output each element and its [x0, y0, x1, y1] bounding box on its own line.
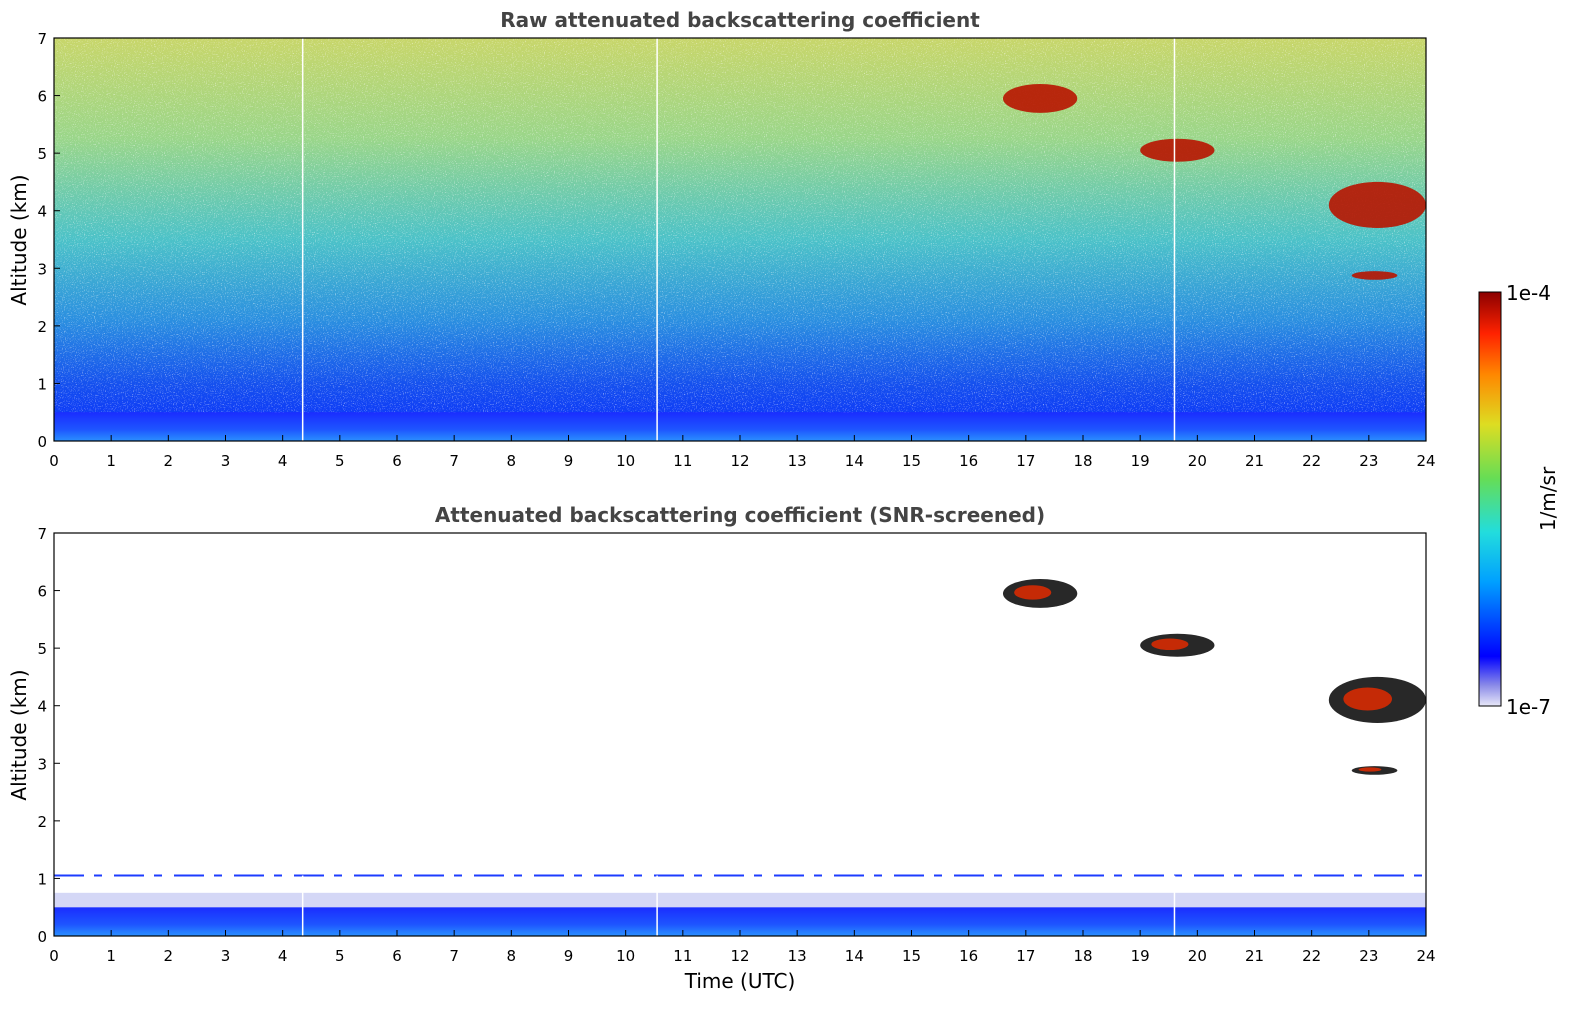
x-tick-label: 6	[392, 947, 402, 965]
x-tick-label: 3	[221, 452, 231, 470]
x-tick-label: 24	[1416, 947, 1435, 965]
cloud-mark	[1328, 181, 1426, 228]
cloud-core-mark	[1151, 638, 1189, 651]
y-tick-label: 3	[37, 755, 47, 773]
x-tick-label: 12	[730, 947, 749, 965]
x-tick-label: 23	[1359, 452, 1378, 470]
x-tick-label: 17	[1016, 452, 1035, 470]
colorbar-unit-label: 1/m/sr	[1536, 466, 1560, 531]
y-tick-label: 5	[37, 640, 47, 658]
cloud-mark	[1002, 84, 1078, 113]
x-tick-label: 10	[616, 947, 635, 965]
x-tick-label: 2	[164, 452, 174, 470]
x-tick-label: 5	[335, 947, 345, 965]
x-tick-label: 19	[1131, 947, 1150, 965]
panel-raw-heatmap	[54, 38, 1426, 441]
y-tick-label: 2	[37, 813, 47, 831]
screened-background	[54, 533, 1426, 936]
x-tick-label: 23	[1359, 947, 1378, 965]
y-tick-label: 6	[37, 88, 47, 106]
x-tick-label: 13	[788, 452, 807, 470]
cloud-core-mark	[1014, 585, 1052, 600]
x-tick-label: 22	[1302, 452, 1321, 470]
colorbar-max-label: 1e-4	[1506, 281, 1551, 305]
cloud-mark	[1140, 138, 1215, 162]
x-tick-label: 16	[959, 452, 978, 470]
x-tick-label: 17	[1016, 947, 1035, 965]
panel-screened-heatmap	[54, 533, 1426, 936]
x-tick-label: 16	[959, 947, 978, 965]
x-tick-label: 14	[845, 452, 864, 470]
x-tick-label: 8	[507, 947, 517, 965]
x-tick-label: 9	[564, 452, 574, 470]
x-tick-label: 9	[564, 947, 574, 965]
cloud-mark	[1351, 271, 1398, 280]
x-tick-label: 11	[673, 947, 692, 965]
x-tick-label: 4	[278, 947, 288, 965]
cloud-core-mark	[1343, 687, 1392, 711]
y-tick-label: 4	[37, 203, 47, 221]
y-tick-label: 6	[37, 583, 47, 601]
y-tick-label: 0	[37, 928, 47, 946]
x-tick-label: 6	[392, 452, 402, 470]
colorbar-min-label: 1e-7	[1506, 695, 1551, 719]
colorbar: 1e-4 1e-7 1/m/sr	[1478, 281, 1560, 719]
cloud-core-mark	[1358, 767, 1382, 772]
x-tick-label: 0	[49, 452, 59, 470]
x-tick-label: 18	[1073, 947, 1092, 965]
x-tick-label: 10	[616, 452, 635, 470]
x-tick-label: 21	[1245, 452, 1264, 470]
y-tick-label: 3	[37, 260, 47, 278]
panel-raw-title: Raw attenuated backscattering coefficien…	[500, 8, 980, 32]
x-tick-label: 3	[221, 947, 231, 965]
panel-screened-ylabel: Altitude (km)	[7, 669, 31, 800]
y-tick-label: 2	[37, 318, 47, 336]
panel-screened-title: Attenuated backscattering coefficient (S…	[435, 503, 1045, 527]
x-tick-label: 7	[449, 452, 459, 470]
y-tick-label: 4	[37, 698, 47, 716]
y-tick-label: 7	[37, 525, 47, 543]
x-tick-label: 4	[278, 452, 288, 470]
y-tick-label: 0	[37, 433, 47, 451]
y-tick-label: 1	[37, 870, 47, 888]
y-tick-label: 7	[37, 30, 47, 48]
x-tick-label: 22	[1302, 947, 1321, 965]
x-tick-label: 21	[1245, 947, 1264, 965]
panel-raw-ylabel: Altitude (km)	[7, 174, 31, 305]
x-tick-label: 1	[106, 947, 116, 965]
x-tick-label: 2	[164, 947, 174, 965]
x-tick-label: 11	[673, 452, 692, 470]
x-tick-label: 14	[845, 947, 864, 965]
y-tick-label: 1	[37, 375, 47, 393]
x-tick-label: 1	[106, 452, 116, 470]
x-tick-label: 20	[1188, 452, 1207, 470]
x-tick-label: 8	[507, 452, 517, 470]
x-tick-label: 5	[335, 452, 345, 470]
x-tick-label: 15	[902, 452, 921, 470]
x-tick-label: 0	[49, 947, 59, 965]
raw-noise-speckle	[54, 38, 1426, 441]
x-tick-label: 20	[1188, 947, 1207, 965]
x-tick-label: 18	[1073, 452, 1092, 470]
panel-screened-xlabel: Time (UTC)	[684, 969, 796, 993]
panel-screened: Attenuated backscattering coefficient (S…	[7, 503, 1436, 993]
x-tick-label: 24	[1416, 452, 1435, 470]
x-tick-label: 7	[449, 947, 459, 965]
x-tick-label: 19	[1131, 452, 1150, 470]
x-tick-label: 13	[788, 947, 807, 965]
boundary-layer-fringe-mark	[54, 892, 1426, 908]
colorbar-gradient	[1478, 291, 1502, 707]
y-tick-label: 5	[37, 145, 47, 163]
panel-raw: Raw attenuated backscattering coefficien…	[7, 8, 1436, 470]
x-tick-label: 12	[730, 452, 749, 470]
x-tick-label: 15	[902, 947, 921, 965]
